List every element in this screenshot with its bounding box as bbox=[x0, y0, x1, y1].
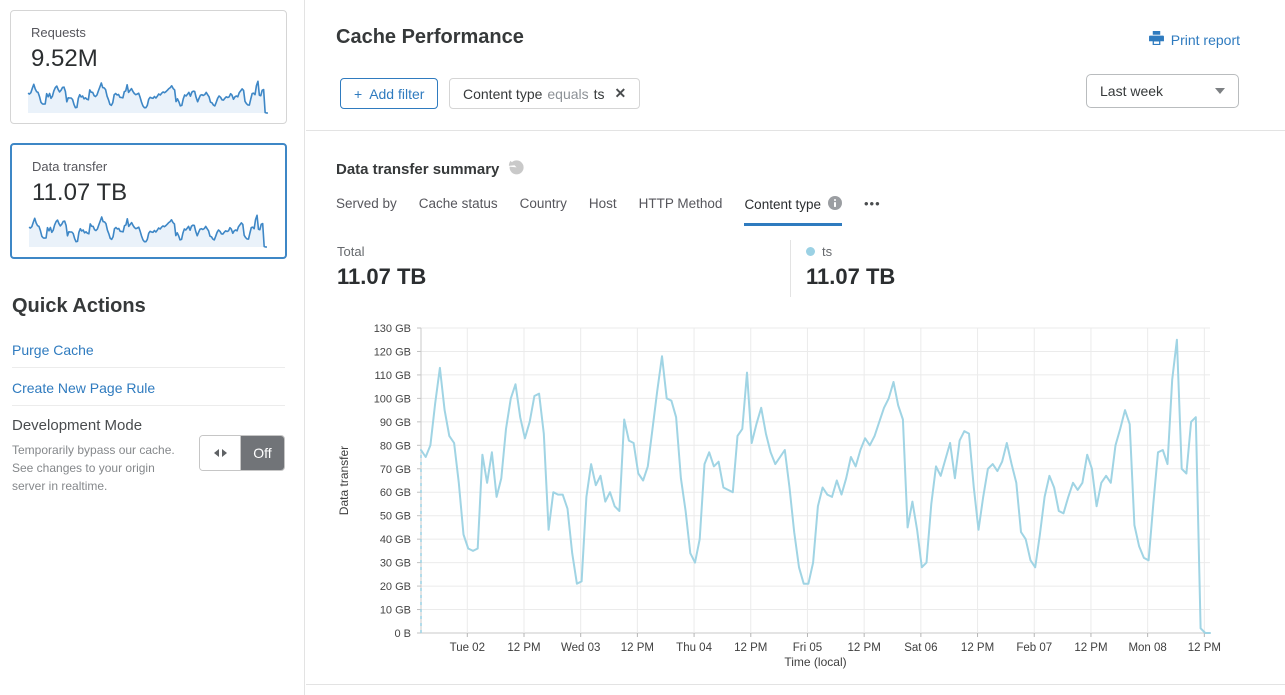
svg-text:80 GB: 80 GB bbox=[380, 440, 411, 452]
svg-text:Mon 08: Mon 08 bbox=[1128, 642, 1166, 654]
page-title: Cache Performance bbox=[336, 26, 524, 48]
svg-text:50 GB: 50 GB bbox=[380, 511, 411, 523]
add-filter-label: Add filter bbox=[369, 85, 425, 102]
svg-text:100 GB: 100 GB bbox=[374, 393, 411, 405]
svg-text:130 GB: 130 GB bbox=[374, 323, 411, 335]
print-report-label: Print report bbox=[1170, 31, 1240, 48]
filter-chip-value: ts bbox=[593, 85, 605, 102]
development-mode-label: Development Mode bbox=[12, 417, 143, 434]
total-label: Total bbox=[337, 244, 365, 259]
requests-metric-card[interactable]: Requests 9.52M bbox=[10, 10, 287, 124]
tab-cache-status[interactable]: Cache status bbox=[418, 196, 498, 211]
svg-text:12 PM: 12 PM bbox=[507, 642, 540, 654]
tab-served-by[interactable]: Served by bbox=[336, 196, 397, 211]
toggle-state-label: Off bbox=[241, 436, 284, 470]
toggle-knob[interactable] bbox=[200, 436, 241, 470]
development-mode-description: Temporarily bypass our cache. See change… bbox=[12, 443, 175, 494]
svg-text:70 GB: 70 GB bbox=[380, 464, 411, 476]
add-filter-button[interactable]: + Add filter bbox=[340, 78, 439, 109]
data-transfer-card-value: 11.07 TB bbox=[32, 179, 128, 206]
legend-series-value: 11.07 TB bbox=[806, 264, 896, 289]
divider bbox=[306, 130, 1285, 131]
development-mode-toggle[interactable]: Off bbox=[199, 435, 285, 471]
total-value: 11.07 TB bbox=[337, 264, 427, 289]
svg-text:30 GB: 30 GB bbox=[380, 558, 411, 570]
svg-text:12 PM: 12 PM bbox=[1074, 642, 1107, 654]
divider bbox=[790, 240, 791, 297]
requests-card-label: Requests bbox=[31, 25, 86, 40]
printer-icon bbox=[1148, 31, 1164, 48]
legend-dot-icon bbox=[806, 247, 815, 256]
filter-chip-operator: equals bbox=[547, 85, 589, 102]
chevron-down-icon bbox=[1215, 88, 1225, 94]
pie-chart-icon bbox=[508, 159, 525, 179]
svg-text:0 B: 0 B bbox=[394, 628, 411, 640]
time-range-value: Last week bbox=[1100, 83, 1164, 99]
filter-chip-content-type[interactable]: Content type equals ts ✕ bbox=[449, 78, 641, 109]
data-transfer-chart[interactable]: 0 B 10 GB 20 GB 30 GB 40 GB 50 GB 60 GB 70 GB 80… bbox=[335, 318, 1235, 680]
arrow-left-icon bbox=[213, 449, 219, 457]
filter-chip-field: Content type bbox=[463, 85, 543, 102]
svg-text:120 GB: 120 GB bbox=[374, 346, 411, 358]
svg-text:Feb 07: Feb 07 bbox=[1016, 642, 1052, 654]
create-new-page-rule-link[interactable]: Create New Page Rule bbox=[12, 380, 156, 396]
svg-text:Fri 05: Fri 05 bbox=[793, 642, 822, 654]
svg-text:10 GB: 10 GB bbox=[380, 605, 411, 617]
summary-title-text: Data transfer summary bbox=[336, 160, 500, 178]
svg-text:12 PM: 12 PM bbox=[734, 642, 767, 654]
divider bbox=[12, 405, 285, 406]
tab-country[interactable]: Country bbox=[519, 196, 567, 211]
divider bbox=[306, 684, 1285, 685]
filter-chip-close-icon[interactable]: ✕ bbox=[614, 85, 627, 101]
svg-text:60 GB: 60 GB bbox=[380, 487, 411, 499]
info-icon[interactable] bbox=[828, 196, 842, 213]
quick-actions-title: Quick Actions bbox=[12, 295, 146, 317]
svg-text:110 GB: 110 GB bbox=[375, 370, 412, 382]
data-transfer-metric-card[interactable]: Data transfer 11.07 TB bbox=[10, 143, 287, 259]
svg-text:Thu 04: Thu 04 bbox=[676, 642, 712, 654]
svg-text:20 GB: 20 GB bbox=[380, 581, 411, 593]
more-options-icon[interactable]: ••• bbox=[864, 196, 881, 211]
purge-cache-link[interactable]: Purge Cache bbox=[12, 342, 94, 358]
summary-section-title: Data transfer summary bbox=[336, 159, 525, 179]
requests-sparkline bbox=[27, 76, 270, 116]
divider bbox=[12, 367, 285, 368]
tab-content-type[interactable]: Content type bbox=[744, 196, 842, 226]
svg-text:Sat 06: Sat 06 bbox=[904, 642, 937, 654]
svg-text:Tue 02: Tue 02 bbox=[450, 642, 485, 654]
svg-text:12 PM: 12 PM bbox=[1188, 642, 1221, 654]
time-range-select[interactable]: Last week bbox=[1086, 74, 1239, 108]
plus-icon: + bbox=[354, 85, 363, 102]
print-report-button[interactable]: Print report bbox=[1148, 31, 1240, 48]
svg-text:Wed 03: Wed 03 bbox=[561, 642, 600, 654]
svg-text:40 GB: 40 GB bbox=[380, 534, 411, 546]
svg-text:Data transfer: Data transfer bbox=[337, 446, 351, 515]
svg-text:12 PM: 12 PM bbox=[848, 642, 881, 654]
svg-text:90 GB: 90 GB bbox=[380, 417, 411, 429]
data-transfer-card-label: Data transfer bbox=[32, 159, 108, 174]
svg-text:12 PM: 12 PM bbox=[961, 642, 994, 654]
svg-text:Time (local): Time (local) bbox=[784, 655, 846, 669]
svg-text:12 PM: 12 PM bbox=[621, 642, 654, 654]
summary-tabs: Served by Cache status Country Host HTTP… bbox=[336, 196, 881, 226]
tab-http-method[interactable]: HTTP Method bbox=[638, 196, 723, 211]
tab-host[interactable]: Host bbox=[588, 196, 617, 211]
requests-card-value: 9.52M bbox=[31, 45, 98, 72]
data-transfer-sparkline bbox=[28, 210, 269, 250]
tab-content-type-label: Content type bbox=[744, 197, 821, 212]
sidebar: Requests 9.52M Data transfer 11.07 TB Qu… bbox=[0, 0, 305, 695]
series-legend[interactable]: ts bbox=[806, 244, 832, 259]
legend-series-name: ts bbox=[822, 244, 833, 259]
arrow-right-icon bbox=[221, 449, 227, 457]
